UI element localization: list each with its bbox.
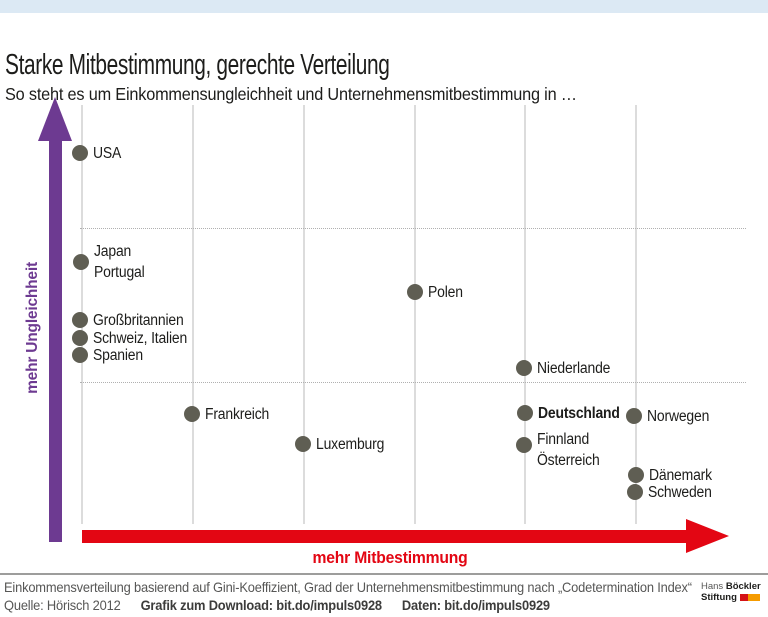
hans-boeckler-stiftung-logo: Hans Böckler Stiftung — [701, 581, 761, 603]
point-label: Japan Portugal — [94, 243, 145, 281]
point-label: Schweiz, Italien — [93, 329, 188, 347]
point-label: Niederlande — [537, 359, 611, 377]
data-point-schweiz-italien — [72, 330, 88, 346]
logo-orange-block-icon — [747, 594, 760, 601]
vertical-gridline — [303, 105, 305, 524]
page-title: Starke Mitbestimmung, gerechte Verteilun… — [5, 49, 390, 82]
data-link-text: Daten: bit.do/impuls0929 — [401, 597, 550, 613]
y-axis-arrow-shaft — [49, 138, 62, 542]
x-axis-arrow-right-icon — [686, 519, 729, 553]
scatter-plot: mehr Ungleichheit mehr Mitbestimmung USA… — [24, 97, 746, 567]
data-point-spanien — [72, 347, 88, 363]
x-axis-label: mehr Mitbestimmung — [312, 549, 468, 567]
footer-source-row: Quelle: Hörisch 2012 Grafik zum Download… — [4, 597, 550, 613]
point-label: Dänemark — [649, 466, 712, 484]
horizontal-dotted-gridline — [80, 382, 746, 383]
data-point-polen — [407, 284, 423, 300]
data-point-gro-britannien — [72, 312, 88, 328]
data-point-niederlande — [516, 360, 532, 376]
point-label: Norwegen — [647, 407, 710, 425]
point-label: Luxemburg — [316, 435, 385, 453]
point-label: Deutschland — [538, 404, 620, 422]
vertical-gridline — [524, 105, 526, 524]
data-point-deutschland — [517, 405, 533, 421]
logo-red-block-icon — [739, 594, 748, 601]
y-axis-arrow-up-icon — [38, 97, 72, 141]
footer-divider — [0, 573, 768, 575]
data-point-usa — [72, 145, 88, 161]
point-label: USA — [93, 144, 122, 162]
horizontal-dotted-gridline — [80, 228, 746, 229]
logo-color-blocks — [739, 592, 760, 603]
data-point-finnland-sterreich — [516, 437, 532, 453]
x-axis-arrow-shaft — [82, 530, 686, 543]
top-accent-bar — [0, 0, 768, 13]
page-subtitle: So steht es um Einkommensungleichheit un… — [5, 83, 577, 104]
point-label: Spanien — [93, 346, 143, 364]
data-point-schweden — [627, 484, 643, 500]
logo-line1: Hans Böckler — [701, 581, 761, 592]
vertical-gridline — [192, 105, 194, 524]
data-point-d-nemark — [628, 467, 644, 483]
y-axis-label: mehr Ungleichheit — [24, 262, 41, 394]
point-label: Großbritannien — [93, 311, 184, 329]
data-point-norwegen — [626, 408, 642, 424]
point-label: Schweden — [648, 483, 712, 501]
point-label: Frankreich — [205, 405, 270, 423]
data-point-luxemburg — [295, 436, 311, 452]
data-point-japan-portugal — [73, 254, 89, 270]
download-link-text: Grafik zum Download: bit.do/impuls0928 — [140, 597, 383, 613]
point-label: Polen — [428, 283, 463, 301]
point-label: Finnland Österreich — [537, 431, 600, 469]
data-point-frankreich — [184, 406, 200, 422]
vertical-gridline — [414, 105, 416, 524]
logo-line2: Stiftung — [701, 592, 760, 603]
footer-note: Einkommensverteilung basierend auf Gini-… — [4, 579, 692, 595]
source-text: Quelle: Hörisch 2012 — [4, 597, 121, 613]
vertical-gridline — [635, 105, 637, 524]
